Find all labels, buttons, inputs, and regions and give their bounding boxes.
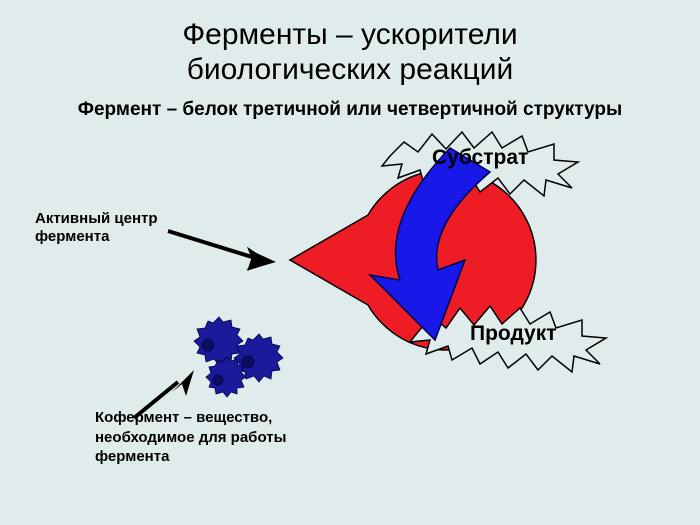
product-label: Продукт — [470, 322, 557, 346]
label-text: фермента — [95, 448, 169, 465]
label-text: Активный центр — [35, 210, 158, 227]
coenzyme-gears — [194, 317, 283, 397]
gear-hub — [242, 356, 254, 368]
coenzyme-label: Кофермент – вещество, необходимое для ра… — [95, 408, 286, 467]
substrate-label: Субстрат — [432, 146, 528, 170]
gear-hub — [202, 339, 214, 351]
title-line-1: Ферменты – ускорители — [182, 18, 517, 51]
active-center-label: Активный центр фермента — [35, 210, 158, 246]
title-line-2: биологических реакций — [187, 53, 514, 86]
page-title: Ферменты – ускорители биологических реак… — [0, 0, 700, 87]
label-text: необходимое для работы — [95, 429, 286, 446]
gear-hub — [213, 375, 223, 385]
enzyme-diagram: Активный центр фермента Кофермент – веще… — [0, 130, 700, 525]
label-text: Кофермент – вещество, — [95, 409, 272, 426]
label-text: фермента — [35, 228, 109, 245]
page-subtitle: Фермент – белок третичной или четвертичн… — [0, 87, 700, 121]
